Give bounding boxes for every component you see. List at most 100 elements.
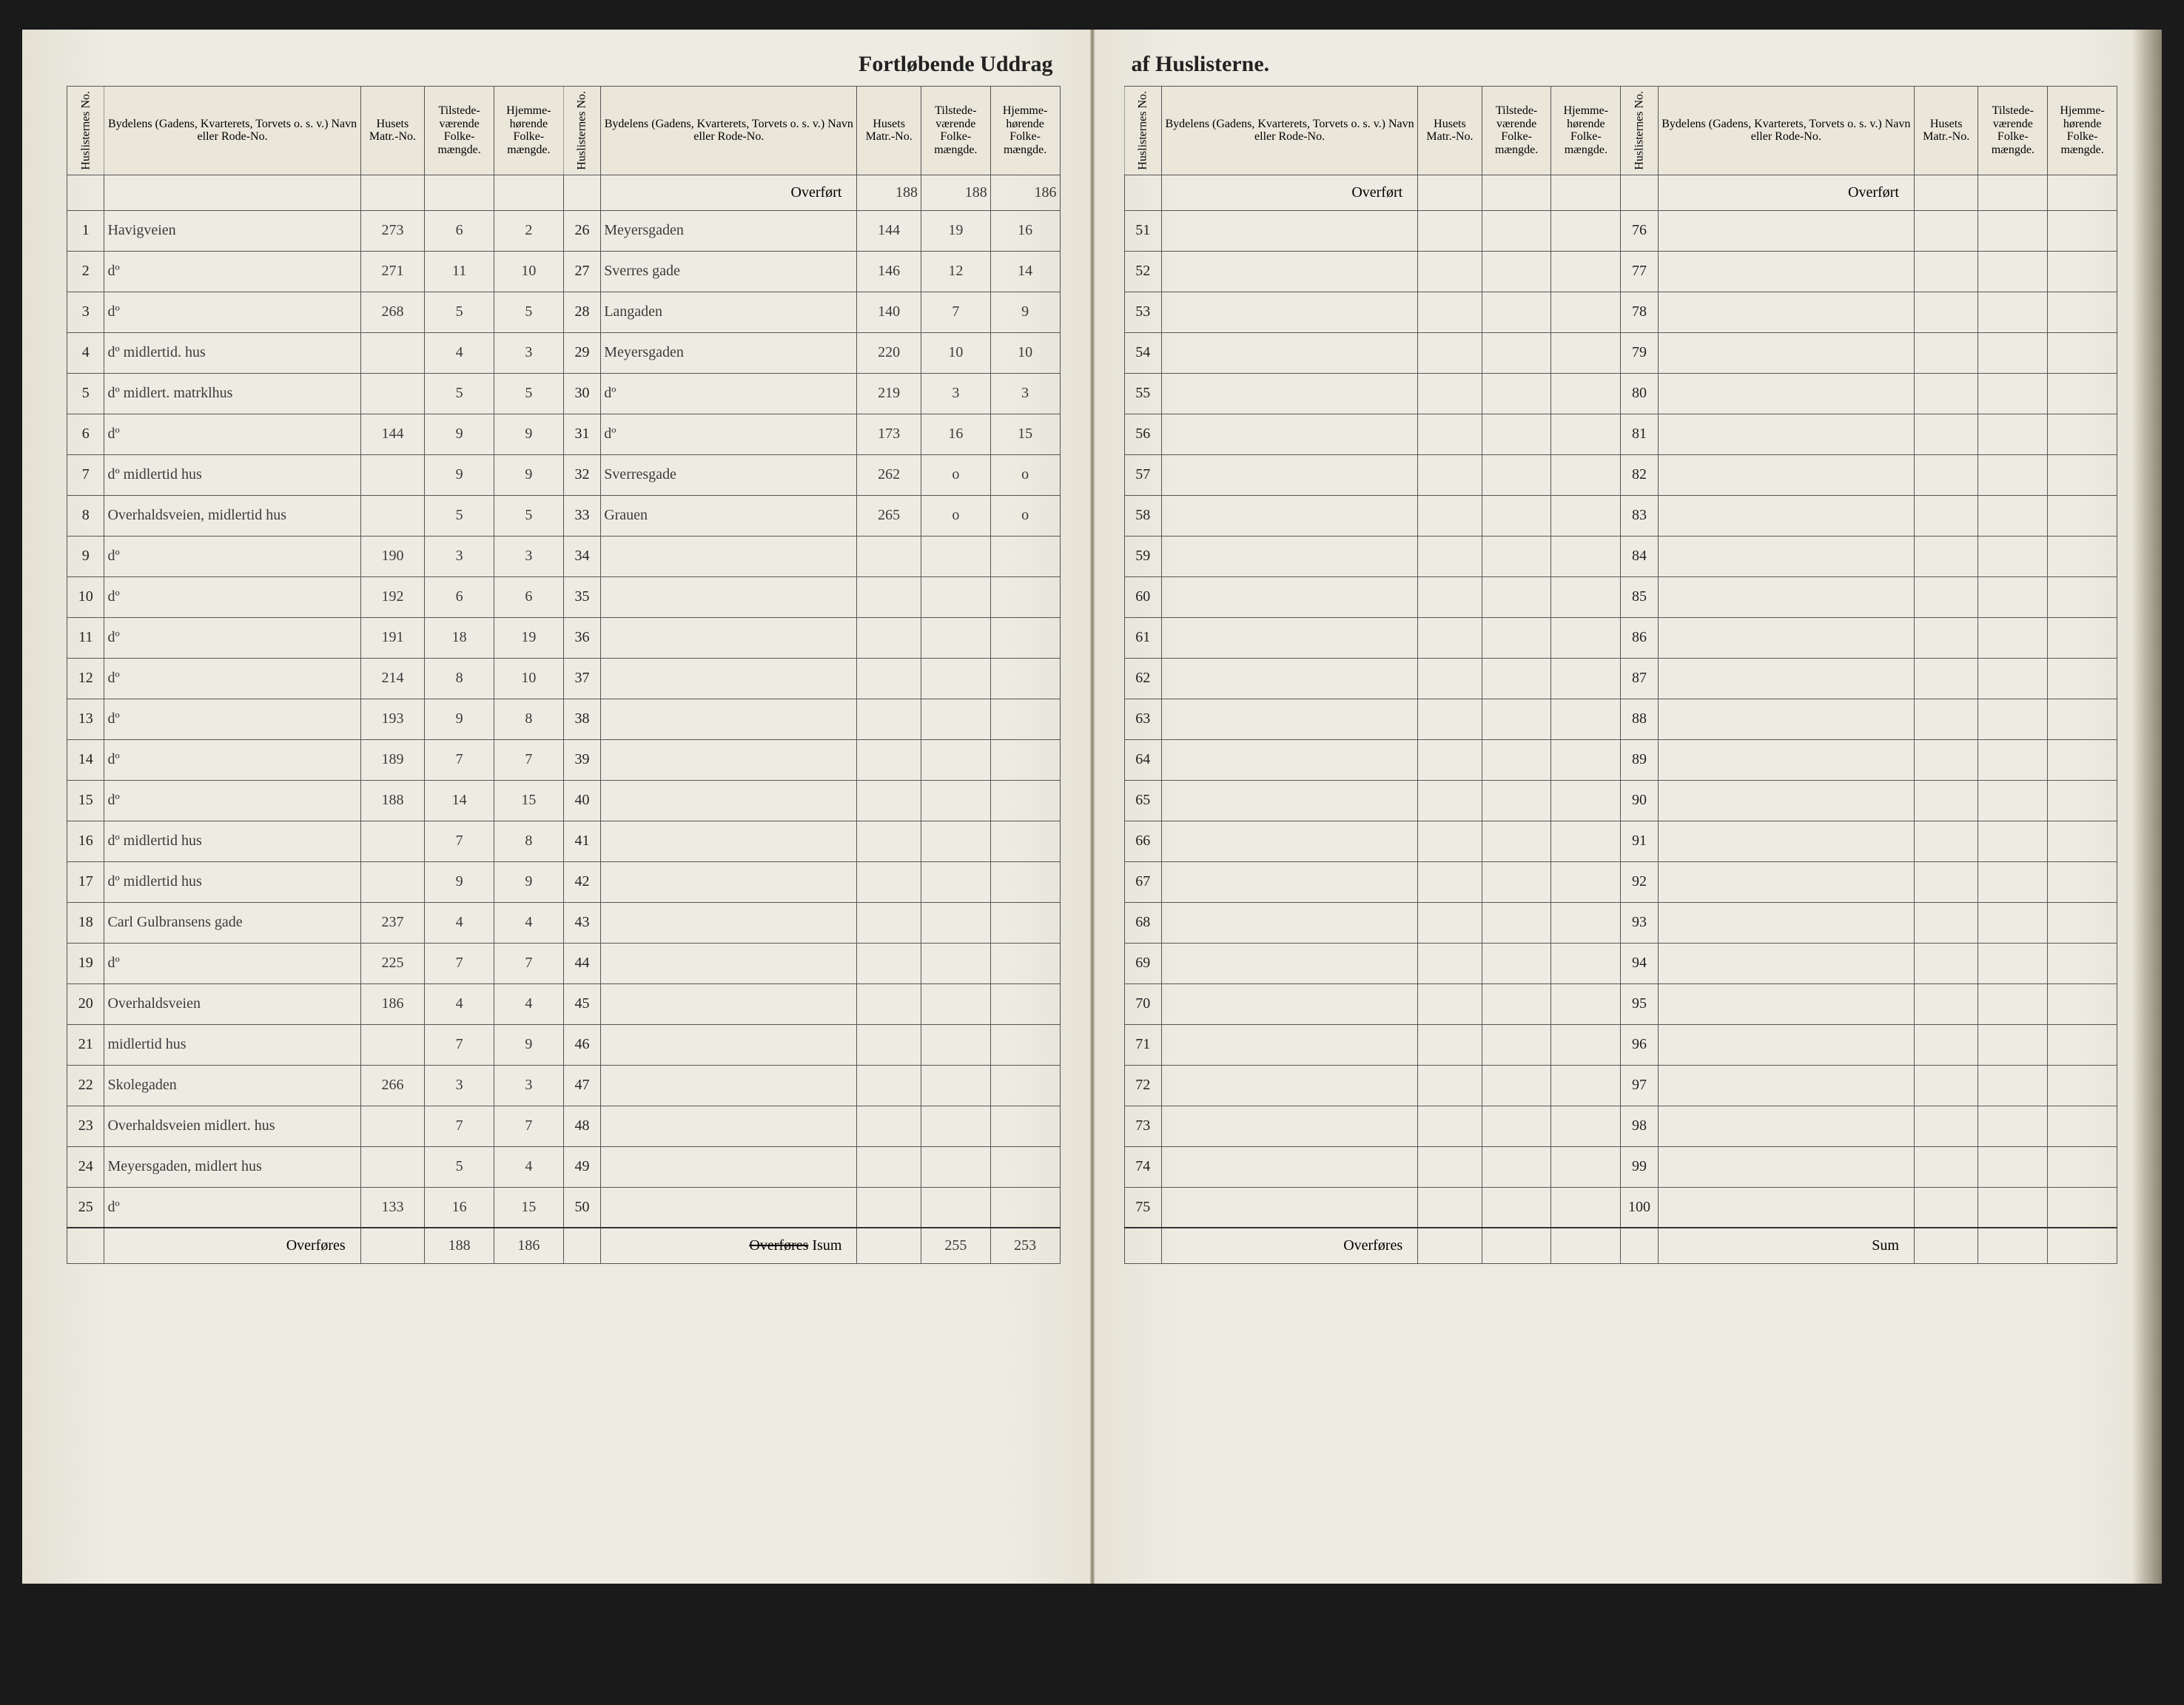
row-name: dº (104, 699, 360, 739)
row-name: Meyersgaden (601, 332, 857, 373)
row-p1 (1978, 1024, 2048, 1065)
row-p2 (1551, 699, 1621, 739)
row-no: 61 (1124, 617, 1161, 658)
cell (360, 175, 425, 210)
row-p2 (1551, 780, 1621, 821)
cell (1978, 175, 2048, 210)
table-body-right: OverførtOverført517652775378547955805681… (1124, 175, 2117, 1263)
col-matr-header: Husets Matr.-No. (857, 87, 921, 175)
cell (2048, 175, 2117, 210)
row-name (1161, 1187, 1417, 1228)
table-row: 12dº21481037 (67, 658, 1061, 699)
row-no: 78 (1621, 292, 1658, 332)
row-matr (1418, 617, 1482, 658)
row-p2: 8 (494, 821, 563, 861)
row-name (1161, 576, 1417, 617)
table-row: 11dº191181936 (67, 617, 1061, 658)
row-no: 71 (1124, 1024, 1161, 1065)
row-p1 (1978, 943, 2048, 983)
row-p1 (1978, 658, 2048, 699)
row-p1 (921, 780, 990, 821)
row-name (601, 821, 857, 861)
row-no: 68 (1124, 902, 1161, 943)
row-name (1161, 536, 1417, 576)
row-no: 52 (1124, 251, 1161, 292)
row-p1 (1978, 902, 2048, 943)
col-no-header: Huslisternes No. (67, 87, 104, 175)
row-matr (857, 1024, 921, 1065)
row-name: Meyersgaden, midlert hus (104, 1146, 360, 1187)
table-row: 24Meyersgaden, midlert hus5449 (67, 1146, 1061, 1187)
row-p2 (2048, 699, 2117, 739)
row-p2 (990, 943, 1060, 983)
row-p2 (2048, 1106, 2117, 1146)
row-name (1658, 617, 1914, 658)
row-matr (1914, 943, 1978, 983)
row-no: 74 (1124, 1146, 1161, 1187)
row-name (1161, 658, 1417, 699)
cell (1124, 175, 1161, 210)
row-p1 (1978, 1146, 2048, 1187)
row-matr (1914, 983, 1978, 1024)
row-p2 (990, 1106, 1060, 1146)
row-no: 81 (1621, 414, 1658, 454)
row-p2: 2 (494, 210, 563, 251)
row-p2: 9 (990, 292, 1060, 332)
row-name (601, 576, 857, 617)
page-right: af Huslisterne. Huslisternes No. Bydelen… (1095, 30, 2163, 1584)
row-name (1161, 821, 1417, 861)
ledger-book: Fortløbende Uddrag Huslisternes No. Byde… (22, 30, 2162, 1584)
row-name (601, 1024, 857, 1065)
row-matr (857, 780, 921, 821)
row-p1 (1482, 1065, 1551, 1106)
row-p1 (1482, 1024, 1551, 1065)
table-row: 6388 (1124, 699, 2117, 739)
row-name (1161, 983, 1417, 1024)
row-no: 30 (563, 373, 600, 414)
row-matr (857, 902, 921, 943)
row-name (1658, 1146, 1914, 1187)
row-p2 (990, 821, 1060, 861)
row-p1 (921, 821, 990, 861)
row-p2 (2048, 210, 2117, 251)
table-row: 6287 (1124, 658, 2117, 699)
row-name: Sverres gade (601, 251, 857, 292)
row-name (1658, 780, 1914, 821)
row-matr (1914, 373, 1978, 414)
row-matr: 214 (360, 658, 425, 699)
table-row: 1Havigveien2736226Meyersgaden1441916 (67, 210, 1061, 251)
row-no: 59 (1124, 536, 1161, 576)
row-name: Overhaldsveien midlert. hus (104, 1106, 360, 1146)
row-no: 7 (67, 454, 104, 495)
row-p1: 5 (425, 373, 494, 414)
row-p1 (1978, 536, 2048, 576)
row-p2 (2048, 373, 2117, 414)
row-name (601, 699, 857, 739)
row-p2 (990, 658, 1060, 699)
row-matr (1418, 739, 1482, 780)
row-matr (1914, 332, 1978, 373)
row-p1 (1978, 739, 2048, 780)
row-matr (1418, 861, 1482, 902)
overfort-label: Overført (1161, 175, 1417, 210)
row-matr: 268 (360, 292, 425, 332)
row-no: 93 (1621, 902, 1658, 943)
col-matr-header: Husets Matr.-No. (360, 87, 425, 175)
row-matr (1914, 739, 1978, 780)
row-p1 (1482, 902, 1551, 943)
row-p1 (1482, 210, 1551, 251)
row-p1: 7 (425, 821, 494, 861)
row-p1: 16 (921, 414, 990, 454)
row-name (1161, 454, 1417, 495)
row-matr (1914, 902, 1978, 943)
row-p2 (2048, 821, 2117, 861)
row-matr (1914, 1146, 1978, 1187)
row-matr: 190 (360, 536, 425, 576)
row-p1 (1482, 943, 1551, 983)
table-row: 25dº133161550 (67, 1187, 1061, 1228)
row-matr (1914, 1106, 1978, 1146)
row-matr: 262 (857, 454, 921, 495)
row-no: 64 (1124, 739, 1161, 780)
row-no: 2 (67, 251, 104, 292)
row-name: dº midlertid hus (104, 861, 360, 902)
